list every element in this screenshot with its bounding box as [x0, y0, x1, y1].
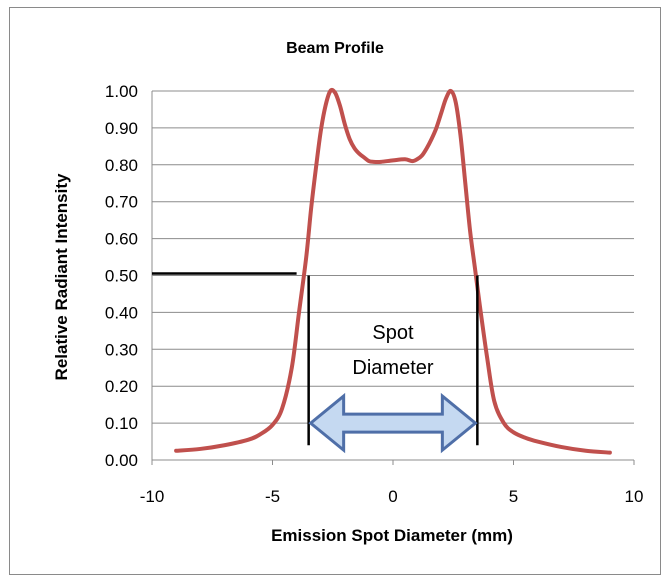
x-tick-label-2: 0 — [388, 487, 397, 506]
y-tick-label-10: 1.00 — [105, 82, 138, 101]
annotation-layer: Spot Diameter — [152, 272, 479, 454]
tick-labels: 0.00 0.10 0.20 0.30 0.40 0.50 0.60 0.70 0.80 0.90… — [105, 82, 644, 506]
x-tick-label-0: -10 — [140, 487, 165, 506]
series-layer — [174, 87, 612, 455]
y-tick-label-7: 0.70 — [105, 193, 138, 212]
y-tick-label-5: 0.50 — [105, 267, 138, 286]
y-tick-label-3: 0.30 — [105, 340, 138, 359]
y-tick-label-4: 0.40 — [105, 303, 138, 322]
series-line-0 — [174, 87, 612, 455]
y-tick-label-8: 0.80 — [105, 156, 138, 175]
x-tick-label-3: 5 — [509, 487, 518, 506]
y-axis-title: Relative Radiant Intensity — [52, 173, 71, 380]
chart-frame — [9, 7, 661, 575]
y-tick-label-6: 0.60 — [105, 230, 138, 249]
chart-title: Beam Profile — [286, 40, 384, 57]
x-axis-title: Emission Spot Diameter (mm) — [271, 526, 513, 545]
grid-lines — [151, 90, 635, 465]
spot-label-line1: Spot — [372, 322, 414, 344]
x-tick-label-4: 10 — [625, 487, 644, 506]
y-tick-label-1: 0.10 — [105, 414, 138, 433]
spot-label-line2: Diameter — [352, 357, 433, 379]
double-arrow-icon — [308, 392, 478, 454]
x-tick-label-1: -5 — [265, 487, 280, 506]
y-tick-label-9: 0.90 — [105, 119, 138, 138]
y-tick-label-0: 0.00 — [105, 451, 138, 470]
y-tick-label-2: 0.20 — [105, 377, 138, 396]
